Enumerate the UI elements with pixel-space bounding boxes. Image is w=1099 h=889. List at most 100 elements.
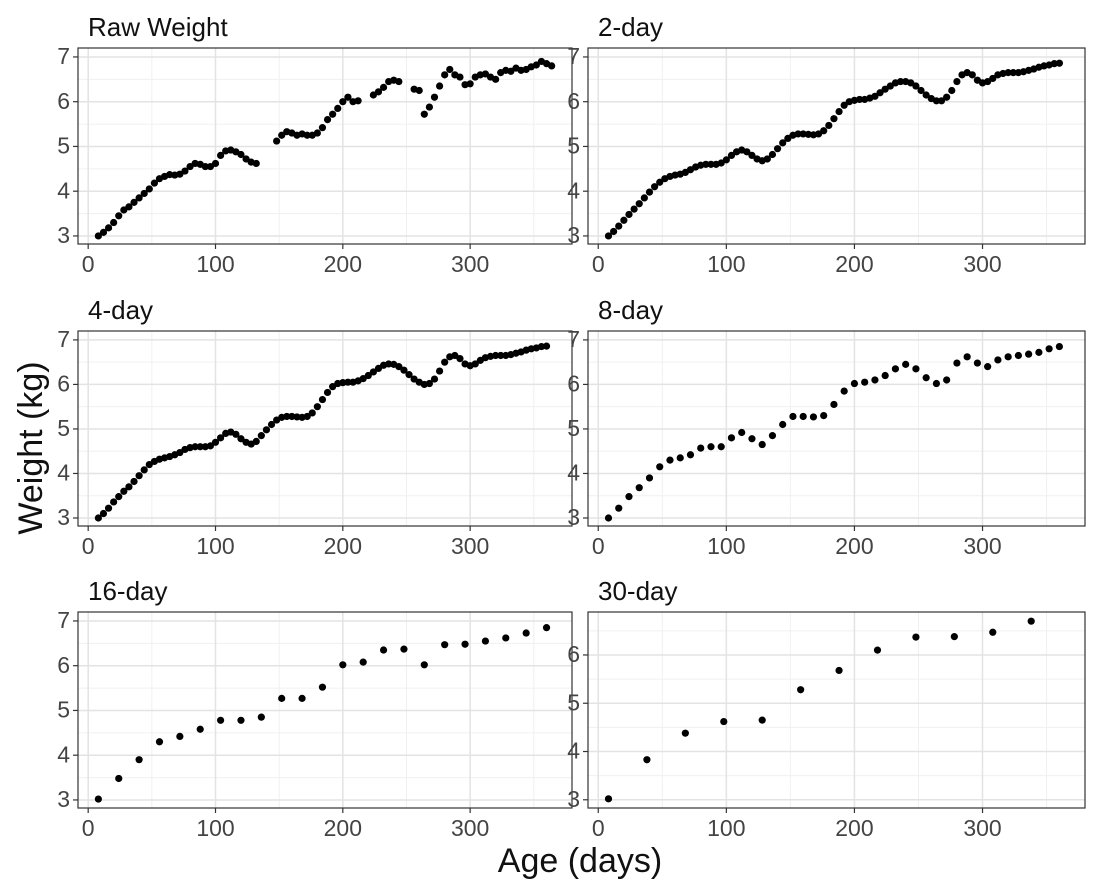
point	[604, 232, 613, 240]
point	[789, 412, 797, 421]
point	[1055, 59, 1063, 67]
x-tick-label: 100	[707, 533, 745, 559]
point	[267, 420, 276, 429]
point	[645, 188, 654, 196]
point	[323, 388, 332, 397]
point	[318, 395, 327, 404]
point	[273, 137, 281, 145]
y-tick-label: 5	[567, 133, 580, 159]
point	[323, 115, 332, 124]
point	[953, 359, 961, 367]
point	[635, 484, 643, 492]
x-tick-label: 300	[451, 251, 489, 277]
point	[630, 205, 638, 213]
point	[196, 443, 204, 451]
point	[922, 374, 930, 382]
point	[738, 428, 746, 437]
point	[115, 493, 123, 501]
y-tick-label: 4	[57, 741, 70, 767]
point	[262, 426, 271, 434]
point	[779, 420, 787, 429]
point	[379, 83, 388, 91]
point	[104, 224, 113, 232]
point	[191, 443, 199, 451]
point	[645, 474, 654, 482]
point	[799, 412, 807, 421]
x-tick-label: 0	[82, 815, 95, 841]
point	[232, 430, 240, 438]
point	[943, 376, 951, 384]
point	[625, 210, 633, 219]
point	[953, 77, 961, 86]
point	[912, 365, 920, 373]
point	[902, 360, 910, 368]
point	[395, 363, 403, 371]
point	[963, 353, 971, 361]
point	[937, 97, 946, 105]
point	[237, 435, 245, 443]
point	[651, 183, 659, 191]
point	[395, 77, 403, 86]
point	[676, 454, 684, 462]
point	[625, 493, 633, 501]
point	[252, 159, 260, 168]
point	[308, 409, 316, 417]
point	[825, 121, 833, 130]
point	[779, 139, 787, 147]
x-axis-title: Age (days)	[498, 842, 662, 880]
point	[196, 725, 204, 733]
point	[748, 435, 756, 443]
point	[743, 148, 751, 156]
point	[415, 86, 423, 95]
point	[481, 637, 490, 645]
point	[840, 101, 848, 109]
point	[115, 774, 123, 783]
point	[216, 434, 225, 442]
point	[278, 694, 286, 702]
point	[359, 658, 367, 666]
point	[344, 93, 352, 101]
y-tick-label: 6	[567, 88, 580, 114]
point	[797, 686, 805, 694]
point	[835, 107, 843, 116]
point	[206, 442, 215, 450]
x-tick-label: 100	[707, 815, 745, 841]
point	[984, 363, 992, 371]
point	[635, 200, 643, 208]
point	[840, 387, 848, 395]
x-tick-label: 100	[196, 533, 234, 559]
point	[318, 683, 327, 691]
point	[145, 185, 153, 193]
point	[344, 378, 352, 386]
x-tick-label: 200	[324, 815, 362, 841]
point	[948, 86, 956, 95]
point	[278, 131, 286, 139]
point	[420, 110, 428, 118]
y-tick-label: 5	[57, 415, 70, 441]
point	[435, 82, 444, 90]
point	[125, 483, 133, 491]
y-tick-label: 4	[567, 177, 580, 203]
point	[820, 127, 828, 135]
point	[211, 438, 220, 446]
point	[542, 342, 551, 350]
point	[339, 98, 347, 106]
point	[615, 504, 623, 512]
point	[216, 151, 225, 159]
point	[809, 413, 818, 421]
point	[94, 795, 102, 803]
point	[604, 514, 613, 522]
point	[727, 151, 736, 159]
point	[99, 228, 108, 236]
point	[313, 129, 321, 137]
x-tick-label: 300	[451, 533, 489, 559]
x-tick-label: 200	[324, 533, 362, 559]
y-tick-label: 5	[567, 415, 580, 441]
point	[1055, 342, 1063, 351]
panel-border	[77, 47, 573, 245]
point	[425, 103, 434, 111]
x-tick-label: 300	[963, 815, 1001, 841]
point	[950, 633, 958, 641]
x-tick-label: 300	[963, 533, 1001, 559]
y-tick-label: 3	[567, 504, 580, 530]
